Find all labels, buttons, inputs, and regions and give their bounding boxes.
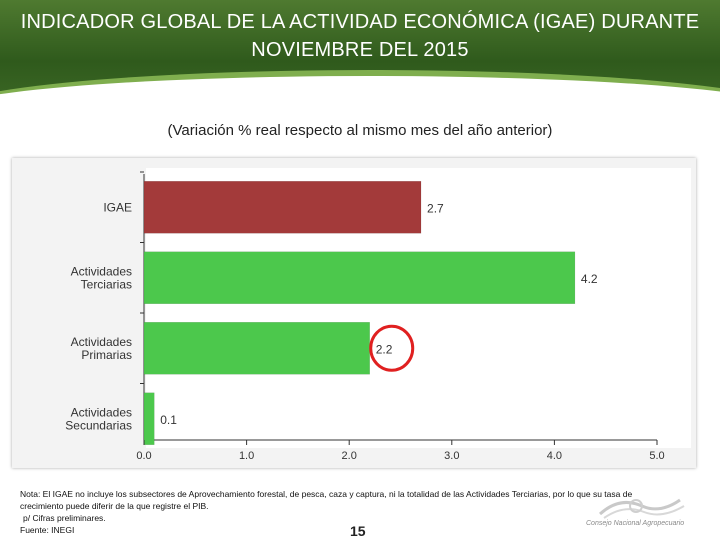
category-label-3-0: Actividades xyxy=(71,405,132,419)
bar-chart: 2.7IGAE4.2ActividadesTerciarias2.2Activi… xyxy=(65,168,691,462)
chart-subtitle: (Variación % real respecto al mismo mes … xyxy=(167,122,553,139)
x-tick-label-0: 0.0 xyxy=(136,450,151,462)
footnote-line-1: Nota: El IGAE no incluye los subsectores… xyxy=(20,489,633,499)
slide-title-line-1: INDICADOR GLOBAL DE LA ACTIVIDAD ECONÓMI… xyxy=(20,11,700,33)
footnote: Nota: El IGAE no incluye los subsectores… xyxy=(20,488,700,536)
title-banner: INDICADOR GLOBAL DE LA ACTIVIDAD ECONÓMI… xyxy=(0,0,720,112)
banner-swoosh xyxy=(0,70,720,112)
x-tick-label-2: 2.0 xyxy=(342,450,357,462)
category-label-1-0: Actividades xyxy=(71,264,132,278)
category-label-1-1: Terciarias xyxy=(81,277,132,291)
highlight-circle xyxy=(369,324,415,372)
page-number: 15 xyxy=(350,523,366,539)
value-label-3: 0.1 xyxy=(160,413,177,427)
bar-1 xyxy=(143,251,576,304)
organization-logo: Consejo Nacional Agropecuario xyxy=(580,492,710,536)
category-label-3-1: Secundarias xyxy=(65,418,132,432)
footnote-source: Fuente: INEGI xyxy=(20,525,75,535)
chart-panel: 2.7 IGAE 4.2 Actividades Terciarias 2.2 Activi… xyxy=(12,158,696,468)
x-tick-label-5: 5.0 xyxy=(649,450,664,462)
category-label-2-1: Primarias xyxy=(81,348,132,362)
category-label-0-0: IGAE xyxy=(103,200,132,214)
logo-mark-icon xyxy=(598,498,685,519)
x-tick-label-4: 4.0 xyxy=(547,450,562,462)
bar-2 xyxy=(143,322,370,375)
slide-title-line-2: NOVIEMBRE DEL 2015 xyxy=(251,39,469,61)
footnote-line-2: crecimiento puede diferir de la que regi… xyxy=(20,501,209,511)
slide-title: INDICADOR GLOBAL DE LA ACTIVIDAD ECONÓMI… xyxy=(10,8,710,64)
x-tick-label-1: 1.0 xyxy=(239,450,254,462)
footnote-line-3: p/ Cifras preliminares. xyxy=(23,513,106,523)
bar-0 xyxy=(143,181,422,234)
value-label-2: 2.2 xyxy=(376,342,393,356)
logo-text: Consejo Nacional Agropecuario xyxy=(586,520,685,527)
category-label-2-0: Actividades xyxy=(71,335,132,349)
bar-3 xyxy=(143,392,155,445)
value-label-1: 4.2 xyxy=(581,272,598,286)
value-label-0: 2.7 xyxy=(427,201,444,215)
x-tick-label-3: 3.0 xyxy=(444,450,459,462)
